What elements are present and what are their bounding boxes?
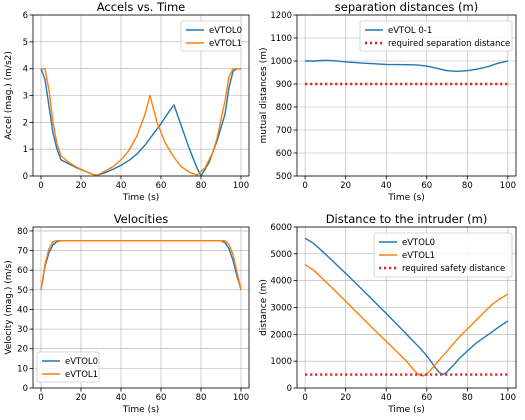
x-tick-label: 0 [302,393,307,403]
x-tick-label: 0 [38,393,43,403]
axes-frame [32,226,250,389]
legend-label: eVTOL1 [402,251,435,261]
y-tick-label: 70 [17,247,28,257]
y-tick-label: 50 [17,286,28,296]
y-tick-label: 80 [17,227,28,237]
x-tick-label: 20 [340,393,351,403]
y-tick-label: 600 [276,149,292,159]
x-tick-label: 0 [302,181,307,191]
y-tick-label: 500 [276,172,292,182]
y-tick-label: 4 [23,65,28,75]
y-tick-label: 10 [17,364,28,374]
x-tick-label: 80 [462,181,473,191]
legend-label: required separation distance [388,39,510,49]
x-tick-label: 80 [196,393,207,403]
x-tick-label: 100 [233,181,249,191]
y-tick-label: 30 [17,325,28,335]
x-axis-label: Time (s) [122,405,160,415]
y-tick-label: 0 [23,172,28,182]
x-axis-label: Time (s) [122,193,160,203]
legend: eVTOL0 eVTOL1 [36,351,100,383]
series-group [40,240,242,291]
legend: eVTOL0 eVTOL1 required safety distance [373,232,513,278]
y-tick-label: 800 [276,103,292,113]
y-tick-label: 5000 [270,250,292,260]
x-tick-label: 20 [76,393,87,403]
x-axis-label: Time (s) [387,193,425,203]
series-line-0 [40,240,242,291]
x-tick-label: 20 [76,181,87,191]
series-line-0 [305,59,509,73]
x-tick-label: 60 [421,393,432,403]
x-tick-label: 60 [156,181,167,191]
legend-label: eVTOL1 [65,370,98,380]
y-tick-label: 900 [276,80,292,90]
x-tick-label: 40 [381,181,392,191]
y-axis-label: Accel (mag.) (m/s2) [4,51,14,140]
x-tick-label: 100 [500,393,516,403]
subplot-2: 0 20 40 60 80 100 0 10 20 30 40 50 60 70 80 Velocities T… [4,212,250,415]
series-group [40,67,241,176]
axes-frame [296,14,517,177]
legend: eVTOL0 eVTOL1 [180,20,242,52]
y-tick-label: 20 [17,345,28,355]
y-tick-label: 0 [23,384,28,394]
y-tick-label: 1000 [270,57,292,67]
chart-title: separation distances (m) [335,0,478,14]
y-tick-label: 3 [23,92,28,102]
x-tick-label: 40 [116,393,127,403]
y-tick-label: 6 [23,11,28,21]
y-tick-label: 2 [23,118,28,128]
x-tick-label: 0 [38,181,43,191]
y-tick-label: 1200 [270,11,292,21]
chart-title: Accels vs. Time [97,0,185,14]
y-axis-label: Velocity (mag.) (m/s) [4,260,14,354]
legend-label: eVTOL 0-1 [388,26,432,36]
x-tick-label: 100 [500,181,516,191]
x-tick-label: 20 [340,181,351,191]
y-tick-label: 1100 [270,34,292,44]
y-tick-label: 6000 [270,223,292,233]
y-axis-label: mutual distances (m) [259,47,269,143]
legend-label: eVTOL0 [209,26,242,36]
legend-label: eVTOL1 [209,39,242,49]
series-group [304,237,509,377]
legend: eVTOL 0-1 required separation distance [359,20,513,52]
chart-title: Velocities [114,212,169,226]
series-group [305,59,509,86]
subplot-3: 0 20 40 60 80 1000100020003000400050006000Dis… [259,212,517,415]
series-line-1 [304,263,509,377]
legend-box [373,232,513,278]
legend-label: required safety distance [402,264,505,274]
y-tick-label: 1000 [270,357,292,367]
x-tick-label: 80 [196,181,207,191]
series-line-0 [304,237,509,376]
subplot-1: 0 20 40 60 80 100 500 600 700 800 900 1000 1100 1200 s… [259,0,517,203]
subplot-0: 0 20 40 60 80 100 0 1 2 3 4 5 6 Accels vs. Time Time (… [4,0,250,203]
x-tick-label: 60 [156,393,167,403]
x-tick-label: 80 [462,393,473,403]
y-tick-label: 40 [17,305,28,315]
y-tick-label: 2000 [270,330,292,340]
x-tick-label: 40 [381,393,392,403]
x-axis-label: Time (s) [387,405,425,415]
x-tick-label: 100 [233,393,249,403]
y-tick-label: 700 [276,126,292,136]
y-tick-label: 60 [17,266,28,276]
legend-box [359,20,513,52]
y-tick-label: 3000 [270,304,292,314]
series-line-1 [40,240,242,290]
y-tick-label: 1 [23,145,28,155]
legend-label: eVTOL0 [402,238,435,248]
legend-label: eVTOL0 [65,357,98,367]
x-tick-label: 60 [421,181,432,191]
series-line-1 [41,67,241,176]
y-tick-label: 4000 [270,277,292,287]
y-tick-label: 0 [287,384,292,394]
y-tick-label: 5 [23,38,28,48]
y-axis-label: distance (m) [259,279,269,336]
x-tick-label: 40 [116,181,127,191]
chart-title: Distance to the intruder (m) [326,212,488,226]
